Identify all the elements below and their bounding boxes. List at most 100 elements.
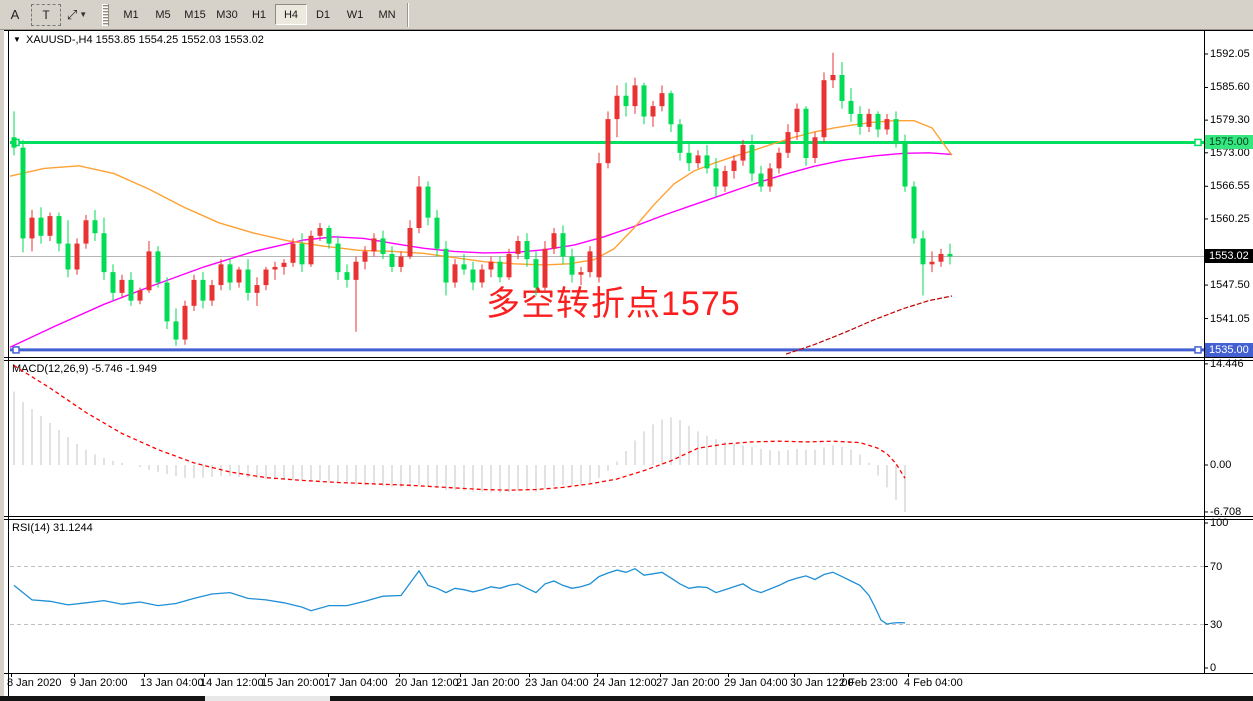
- separator-2b[interactable]: [4, 519, 1253, 520]
- text-label-tool-button[interactable]: A: [10, 7, 20, 22]
- candle-body: [488, 261, 494, 270]
- candle-body: [605, 119, 611, 164]
- support-handle-right[interactable]: [1194, 346, 1202, 354]
- candle-body: [326, 228, 332, 244]
- candle-body: [353, 261, 359, 280]
- candle-body: [776, 152, 782, 169]
- horizontal-scrollbar[interactable]: [0, 696, 1253, 701]
- candle-body: [785, 132, 791, 153]
- time-axis-tick: [728, 673, 729, 677]
- time-axis-tick: [11, 673, 12, 677]
- candle-body: [56, 216, 62, 244]
- time-tick-label: 8 Jan 2020: [7, 677, 62, 689]
- time-tick-label: 27 Jan 20:00: [656, 677, 720, 689]
- timeframe-button-d1[interactable]: D1: [315, 8, 331, 21]
- candle-body: [731, 160, 737, 171]
- rsi-line: [13, 567, 906, 625]
- ma-long-darkred: [785, 295, 953, 355]
- candle-body: [632, 85, 638, 107]
- macd-indicator-chart[interactable]: [4, 361, 1253, 516]
- rsi-tick-label: 100: [1210, 517, 1229, 529]
- candle-body: [443, 248, 449, 283]
- candle-body: [245, 269, 251, 293]
- support-handle-left[interactable]: [12, 346, 20, 354]
- separator-1b[interactable]: [4, 360, 1253, 361]
- candle-body: [83, 220, 89, 244]
- time-tick-label: 29 Jan 04:00: [724, 677, 788, 689]
- rsi-tick-label: 30: [1210, 618, 1223, 631]
- symbol-dropdown-icon[interactable]: ▼: [13, 35, 21, 44]
- left-border: [8, 30, 9, 701]
- candle-body: [128, 279, 134, 301]
- price-badge-1575.00: 1575.00: [1205, 135, 1253, 150]
- timeframe-button-m15[interactable]: M15: [184, 8, 206, 21]
- candle-body: [641, 85, 647, 117]
- candle-body: [686, 152, 692, 164]
- candle-body: [29, 217, 35, 239]
- candle-body: [479, 269, 485, 283]
- separator-1a[interactable]: [4, 357, 1253, 358]
- candle-body: [722, 170, 728, 187]
- separator-2a[interactable]: [4, 516, 1253, 517]
- macd-tick-label: 14.446: [1210, 357, 1244, 370]
- resistance-handle-right[interactable]: [1194, 138, 1202, 147]
- candle-body: [542, 248, 548, 288]
- candle-body: [227, 264, 233, 283]
- candle-body: [452, 264, 458, 283]
- timeframe-button-w1[interactable]: W1: [346, 8, 364, 21]
- time-axis-tick: [660, 673, 661, 677]
- timeframe-button-m5[interactable]: M5: [155, 8, 171, 21]
- time-axis-tick: [460, 673, 461, 677]
- toolbar-grip[interactable]: [102, 3, 109, 26]
- candle-body: [200, 279, 206, 301]
- timeframe-button-h4[interactable]: H4: [275, 4, 307, 25]
- rsi-indicator-chart[interactable]: [4, 520, 1253, 673]
- text-box-tool-button[interactable]: T: [31, 3, 61, 26]
- timeframe-button-h1[interactable]: H1: [251, 8, 267, 21]
- time-axis-tick: [328, 673, 329, 677]
- timeframe-button-m1[interactable]: M1: [123, 8, 139, 21]
- candle-body: [470, 269, 476, 283]
- annotation-text[interactable]: 多空转折点1575: [486, 285, 741, 323]
- candle-body: [713, 168, 719, 187]
- timeframe-button-m30[interactable]: M30: [216, 8, 238, 21]
- time-tick-label: 23 Jan 04:00: [525, 677, 589, 689]
- candle-body: [272, 266, 278, 270]
- candle-body: [65, 243, 71, 270]
- candle-body: [884, 119, 890, 130]
- time-axis-tick: [265, 673, 266, 677]
- time-axis-border: [4, 673, 1253, 674]
- candle-body: [137, 290, 143, 301]
- candle-body: [839, 75, 845, 101]
- timeframe-button-mn[interactable]: MN: [378, 8, 396, 21]
- price-tick-label: 1585.60: [1210, 81, 1250, 94]
- main-price-chart[interactable]: [4, 31, 1253, 358]
- candle-body: [425, 186, 431, 218]
- toolbar: A T ⤢ ▼ M1 M5 M15 M30 H1 H4 D1 W1 MN: [0, 0, 1253, 30]
- main-panel-top-border: [4, 30, 1253, 31]
- candle-body: [281, 262, 287, 267]
- time-tick-label: 21 Jan 20:00: [456, 677, 520, 689]
- candle-body: [866, 113, 872, 127]
- candle-body: [389, 253, 395, 267]
- candle-body: [299, 243, 305, 265]
- candle-body: [677, 124, 683, 153]
- candle-body: [614, 95, 620, 120]
- candle-body: [821, 80, 827, 138]
- candle-body: [902, 142, 908, 187]
- candle-body: [209, 285, 215, 301]
- time-axis-tick: [908, 673, 909, 677]
- time-tick-label: 4 Feb 04:00: [904, 677, 963, 689]
- time-axis-tick: [794, 673, 795, 677]
- styler-tool-button[interactable]: ⤢ ▼: [63, 5, 91, 25]
- scrollbar-thumb[interactable]: [330, 696, 1253, 701]
- candle-body: [335, 243, 341, 273]
- candle-body: [434, 217, 440, 249]
- time-axis-tick: [597, 673, 598, 677]
- scrollbar-thumb[interactable]: [0, 696, 205, 701]
- price-badge-1553.02: 1553.02: [1205, 249, 1253, 264]
- candle-body: [803, 108, 809, 158]
- candle-body: [254, 285, 260, 293]
- candle-body: [182, 305, 188, 340]
